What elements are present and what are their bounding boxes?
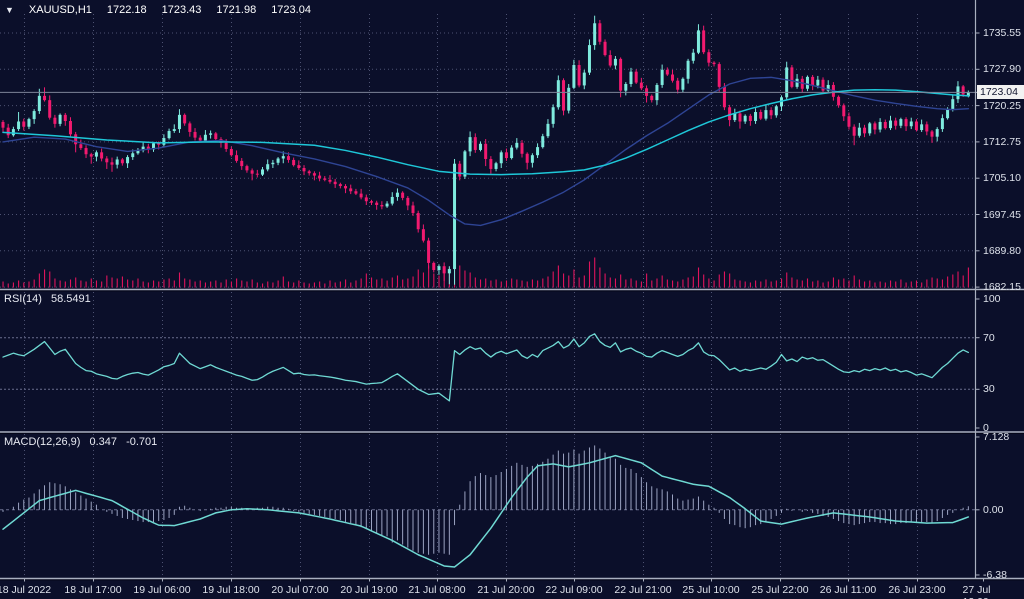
bar-close-value: 1723.04: [271, 4, 311, 16]
time-tick-label: 20 Jul 19:00: [340, 584, 398, 596]
bar-open-value: 1722.18: [106, 4, 147, 16]
time-tick-label: 18 Jul 2022: [0, 584, 52, 596]
time-tick-label: 27 Jul 12:00: [962, 584, 991, 599]
price-tick-label: 1712.75: [983, 135, 1021, 148]
macd-name: MACD(12,26,9): [4, 436, 81, 448]
price-tick-label: 1705.10: [983, 172, 1021, 185]
time-tick-label: 25 Jul 22:00: [751, 584, 809, 596]
rsi-value: 58.5491: [50, 293, 91, 305]
time-tick-label: 19 Jul 18:00: [202, 584, 260, 596]
macd-indicator-label: MACD(12,26,9) 0.347 -0.701: [4, 436, 163, 448]
time-tick-label: 22 Jul 21:00: [614, 584, 672, 596]
rsi-tick-label: 30: [983, 383, 995, 396]
time-tick-label: 21 Jul 20:00: [477, 584, 535, 596]
time-tick-label: 25 Jul 10:00: [682, 584, 740, 596]
bar-high-value: 1723.43: [161, 4, 202, 16]
time-tick-label: 19 Jul 06:00: [133, 584, 191, 596]
macd-value: 0.347: [89, 436, 118, 448]
macd-signal-value: -0.701: [126, 436, 158, 448]
time-tick-label: 26 Jul 11:00: [819, 584, 877, 596]
candles: [1, 15, 970, 285]
price-tick-label: 1720.25: [983, 99, 1021, 112]
bar-low-value: 1721.98: [216, 4, 257, 16]
symbol-info-bar: ▼ XAUUSD,H1 1722.18 1723.43 1721.98 1723…: [5, 4, 317, 16]
axis-lines: [0, 0, 1024, 582]
time-tick-label: 26 Jul 23:00: [888, 584, 946, 596]
price-tick-label: 1697.45: [983, 208, 1021, 221]
rsi-tick-label: 0: [983, 422, 989, 434]
symbol-period: XAUUSD,H1: [28, 4, 92, 16]
macd-histogram: [2, 445, 969, 555]
price-tick-label: 1727.90: [983, 63, 1021, 76]
macd-tick-label: 0.00: [983, 503, 1004, 516]
macd-signal-line: [2, 454, 970, 568]
current-price-tag: 1723.04: [977, 85, 1024, 99]
rsi-tick-label: 100: [983, 293, 1001, 305]
time-tick-label: 20 Jul 07:00: [271, 584, 329, 596]
time-tick-label: 18 Jul 17:00: [64, 584, 122, 596]
rsi-line: [2, 333, 969, 402]
rsi-name: RSI(14): [4, 293, 42, 305]
series: [0, 15, 975, 568]
macd-tick-label: -6.38: [983, 568, 1007, 581]
time-tick-label: 21 Jul 08:00: [408, 584, 466, 596]
price-tick-label: 1735.55: [983, 27, 1021, 39]
grid: [0, 14, 975, 577]
rsi-tick-label: 70: [983, 331, 995, 344]
symbol-dropdown-icon[interactable]: ▼: [5, 5, 14, 15]
time-tick-label: 22 Jul 09:00: [545, 584, 603, 596]
price-tick-label: 1689.80: [983, 244, 1021, 257]
ma-slow-line: [2, 88, 970, 176]
macd-tick-label: 7.128: [983, 430, 1010, 443]
price-tick-label: 1682.15: [983, 281, 1021, 294]
volume-bars: [2, 253, 969, 288]
rsi-indicator-label: RSI(14) 58.5491: [4, 293, 97, 305]
